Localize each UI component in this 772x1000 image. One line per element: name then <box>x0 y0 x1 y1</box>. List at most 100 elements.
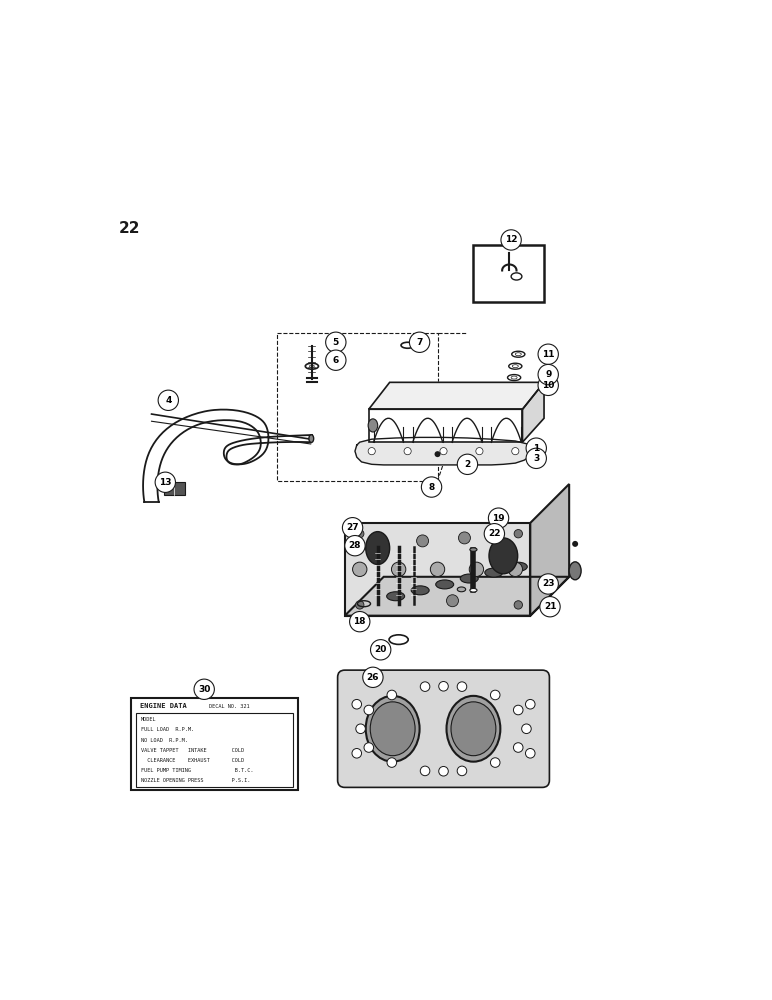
Bar <box>131 698 297 790</box>
Polygon shape <box>369 382 544 409</box>
Circle shape <box>512 448 519 455</box>
Text: 10: 10 <box>542 381 554 390</box>
Circle shape <box>435 451 441 457</box>
Circle shape <box>489 508 509 528</box>
Circle shape <box>513 705 523 715</box>
Circle shape <box>513 743 523 752</box>
Circle shape <box>526 448 547 469</box>
Text: 8: 8 <box>428 483 435 492</box>
Circle shape <box>350 611 370 632</box>
Circle shape <box>514 530 523 538</box>
Circle shape <box>526 699 535 709</box>
Circle shape <box>540 597 560 617</box>
Circle shape <box>368 448 375 455</box>
Text: CLEARANCE    EXHAUST       COLD: CLEARANCE EXHAUST COLD <box>141 758 244 763</box>
Ellipse shape <box>510 562 527 571</box>
Circle shape <box>476 448 483 455</box>
Circle shape <box>409 332 430 352</box>
Ellipse shape <box>457 587 466 592</box>
Polygon shape <box>345 577 569 616</box>
Circle shape <box>417 535 428 547</box>
Polygon shape <box>355 437 532 465</box>
Circle shape <box>155 472 175 492</box>
Circle shape <box>356 530 364 538</box>
Circle shape <box>526 749 535 758</box>
Text: 1: 1 <box>533 444 540 453</box>
Circle shape <box>387 758 397 767</box>
Bar <box>136 713 293 787</box>
Text: 12: 12 <box>505 235 517 244</box>
Circle shape <box>501 230 521 250</box>
Ellipse shape <box>489 538 518 574</box>
Circle shape <box>457 682 467 691</box>
Text: FULL LOAD  R.P.M.: FULL LOAD R.P.M. <box>141 727 194 732</box>
Text: ENGINE DATA: ENGINE DATA <box>140 703 186 709</box>
Circle shape <box>538 375 558 396</box>
Ellipse shape <box>460 574 478 583</box>
Circle shape <box>538 344 558 364</box>
Ellipse shape <box>309 435 313 442</box>
Circle shape <box>387 690 397 700</box>
Circle shape <box>508 562 523 576</box>
Text: 22: 22 <box>119 221 141 236</box>
Text: VALVE TAPPET   INTAKE        COLD: VALVE TAPPET INTAKE COLD <box>141 748 244 753</box>
Polygon shape <box>523 382 544 442</box>
Polygon shape <box>530 484 569 616</box>
Text: 11: 11 <box>542 350 554 359</box>
Circle shape <box>326 332 346 352</box>
Circle shape <box>526 438 547 458</box>
Bar <box>277 333 438 481</box>
Circle shape <box>404 448 411 455</box>
Circle shape <box>363 667 383 687</box>
Circle shape <box>420 766 430 776</box>
Circle shape <box>469 562 483 576</box>
Circle shape <box>391 562 406 576</box>
Text: 4: 4 <box>165 396 171 405</box>
Ellipse shape <box>371 702 415 756</box>
Circle shape <box>490 758 500 767</box>
Ellipse shape <box>368 419 378 432</box>
Text: 7: 7 <box>416 338 423 347</box>
Text: FUEL PUMP TIMING              B.T.C.: FUEL PUMP TIMING B.T.C. <box>141 768 253 773</box>
Ellipse shape <box>569 562 581 580</box>
FancyBboxPatch shape <box>337 670 550 787</box>
Circle shape <box>364 743 374 752</box>
Text: NO LOAD  R.P.M.: NO LOAD R.P.M. <box>141 738 188 743</box>
Circle shape <box>484 524 505 544</box>
Circle shape <box>572 541 578 547</box>
Circle shape <box>158 390 178 410</box>
Circle shape <box>352 749 361 758</box>
Circle shape <box>438 766 449 776</box>
Circle shape <box>538 364 558 385</box>
Circle shape <box>440 448 447 455</box>
Ellipse shape <box>451 702 496 756</box>
Circle shape <box>364 705 374 715</box>
Circle shape <box>371 640 391 660</box>
Ellipse shape <box>470 548 477 551</box>
Text: DECAL NO. 321: DECAL NO. 321 <box>209 704 249 709</box>
Text: 27: 27 <box>347 523 359 532</box>
Circle shape <box>326 350 346 370</box>
Text: 19: 19 <box>493 514 505 523</box>
Circle shape <box>446 595 459 607</box>
Ellipse shape <box>366 696 420 762</box>
Text: NOZZLE OPENING PRESS         P.S.I.: NOZZLE OPENING PRESS P.S.I. <box>141 778 250 783</box>
Circle shape <box>490 690 500 700</box>
Circle shape <box>356 601 364 609</box>
Circle shape <box>459 532 470 544</box>
Circle shape <box>457 454 478 474</box>
Text: 13: 13 <box>159 478 171 487</box>
Text: 18: 18 <box>354 617 366 626</box>
Ellipse shape <box>366 532 390 565</box>
Circle shape <box>194 679 215 699</box>
Text: 22: 22 <box>488 529 500 538</box>
Circle shape <box>345 536 365 556</box>
Ellipse shape <box>435 580 454 589</box>
Text: 23: 23 <box>542 579 554 588</box>
Circle shape <box>522 724 531 734</box>
Circle shape <box>457 766 467 776</box>
Text: 6: 6 <box>333 356 339 365</box>
Bar <box>473 245 544 302</box>
Circle shape <box>430 562 445 576</box>
Polygon shape <box>369 409 523 442</box>
